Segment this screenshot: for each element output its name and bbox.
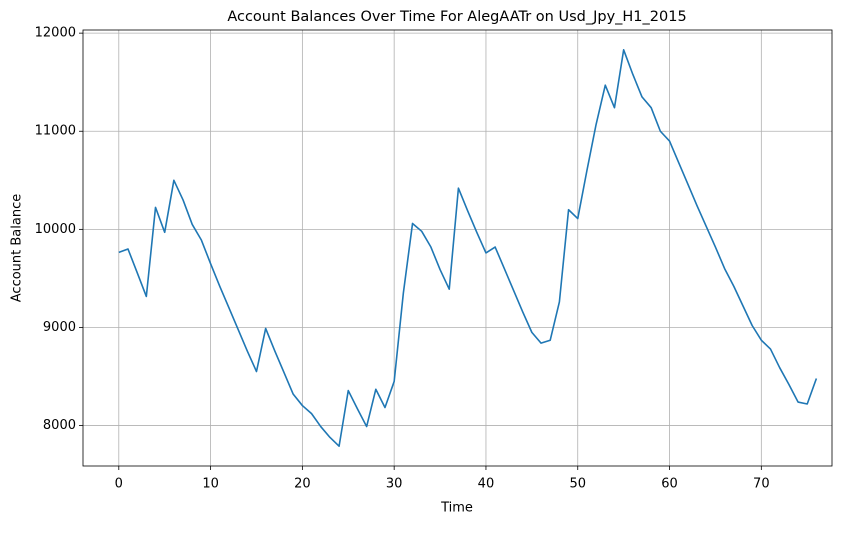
- y-tick-label: 8000: [43, 418, 76, 433]
- plot-frame: [82, 29, 833, 467]
- x-tick-label: 30: [386, 477, 403, 492]
- x-tick-label: 0: [115, 477, 123, 492]
- y-axis-label: Account Balance: [10, 194, 25, 302]
- y-tick-label: 10000: [35, 222, 76, 237]
- y-tick-label: 11000: [35, 124, 76, 139]
- y-tick-label: 9000: [43, 320, 76, 335]
- x-tick-label: 70: [753, 477, 770, 492]
- x-tick-label: 20: [294, 477, 311, 492]
- line-series: [118, 49, 818, 447]
- x-tick-label: 50: [569, 477, 586, 492]
- x-axis-label: Time: [440, 501, 473, 516]
- x-tick-label: 60: [661, 477, 678, 492]
- y-tick-label: 12000: [35, 26, 76, 41]
- chart-title: Account Balances Over Time For AlegAATr …: [227, 9, 686, 25]
- x-tick-label: 40: [478, 477, 495, 492]
- x-tick-label: 10: [202, 477, 219, 492]
